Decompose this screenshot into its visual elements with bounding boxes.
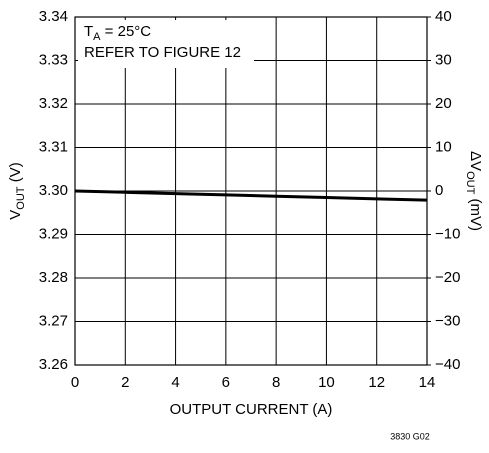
y-tick-label: 3.31 bbox=[39, 138, 68, 155]
y2-axis-label-subscript: OUT bbox=[464, 171, 476, 195]
annotation: TA = 25°C bbox=[84, 23, 151, 43]
y2-tick-label: 20 bbox=[435, 95, 452, 112]
x-tick-label: 0 bbox=[71, 374, 79, 391]
y-axis-label: VOUT (V) bbox=[7, 162, 27, 219]
y2-axis-label-text: ΔV bbox=[467, 151, 484, 171]
y-tick-label: 3.26 bbox=[39, 356, 68, 373]
x-tick-label: 12 bbox=[368, 374, 385, 391]
y2-tick-label: 40 bbox=[435, 8, 452, 25]
y-tick-label: 3.33 bbox=[39, 51, 68, 68]
y2-tick-label: 0 bbox=[435, 182, 443, 199]
data-line bbox=[74, 189, 428, 202]
annotation-text: = 25°C bbox=[101, 23, 152, 40]
y2-tick-label: −30 bbox=[435, 312, 460, 329]
x-tick-label: 4 bbox=[171, 374, 179, 391]
y-tick-label: 3.32 bbox=[39, 95, 68, 112]
y2-tick-label: −40 bbox=[435, 356, 460, 373]
y-tick-label: 3.29 bbox=[39, 225, 68, 242]
y-tick-label: 3.27 bbox=[39, 312, 68, 329]
x-tick-label: 10 bbox=[318, 374, 335, 391]
annotation-subscript: A bbox=[93, 31, 101, 43]
y2-tick-label: 10 bbox=[435, 138, 452, 155]
footer: 3830 G02 bbox=[390, 431, 430, 441]
y-tick-label: 3.28 bbox=[39, 269, 68, 286]
y-tick-label: 3.30 bbox=[39, 182, 68, 199]
x-tick-label: 8 bbox=[272, 374, 280, 391]
y-axis-label-subscript: OUT bbox=[15, 186, 27, 210]
y-axis-label-text: (V) bbox=[7, 162, 24, 186]
x-tick-label: 14 bbox=[419, 374, 436, 391]
annotation-background bbox=[78, 20, 254, 68]
y2-tick-label: −10 bbox=[435, 225, 460, 242]
x-tick-label: 2 bbox=[121, 374, 129, 391]
y-axis-label-text: V bbox=[7, 210, 24, 220]
y2-axis-label-text: (mV) bbox=[467, 194, 484, 231]
x-tick-label: 6 bbox=[222, 374, 230, 391]
x-axis-label: OUTPUT CURRENT (A) bbox=[170, 401, 333, 418]
y2-tick-label: 30 bbox=[435, 51, 452, 68]
annotation: REFER TO FIGURE 12 bbox=[84, 44, 241, 61]
y2-axis-label: ΔVOUT (mV) bbox=[464, 151, 484, 231]
annotation-text: T bbox=[84, 23, 93, 40]
y-tick-label: 3.34 bbox=[39, 8, 68, 25]
y2-tick-label: −20 bbox=[435, 269, 460, 286]
